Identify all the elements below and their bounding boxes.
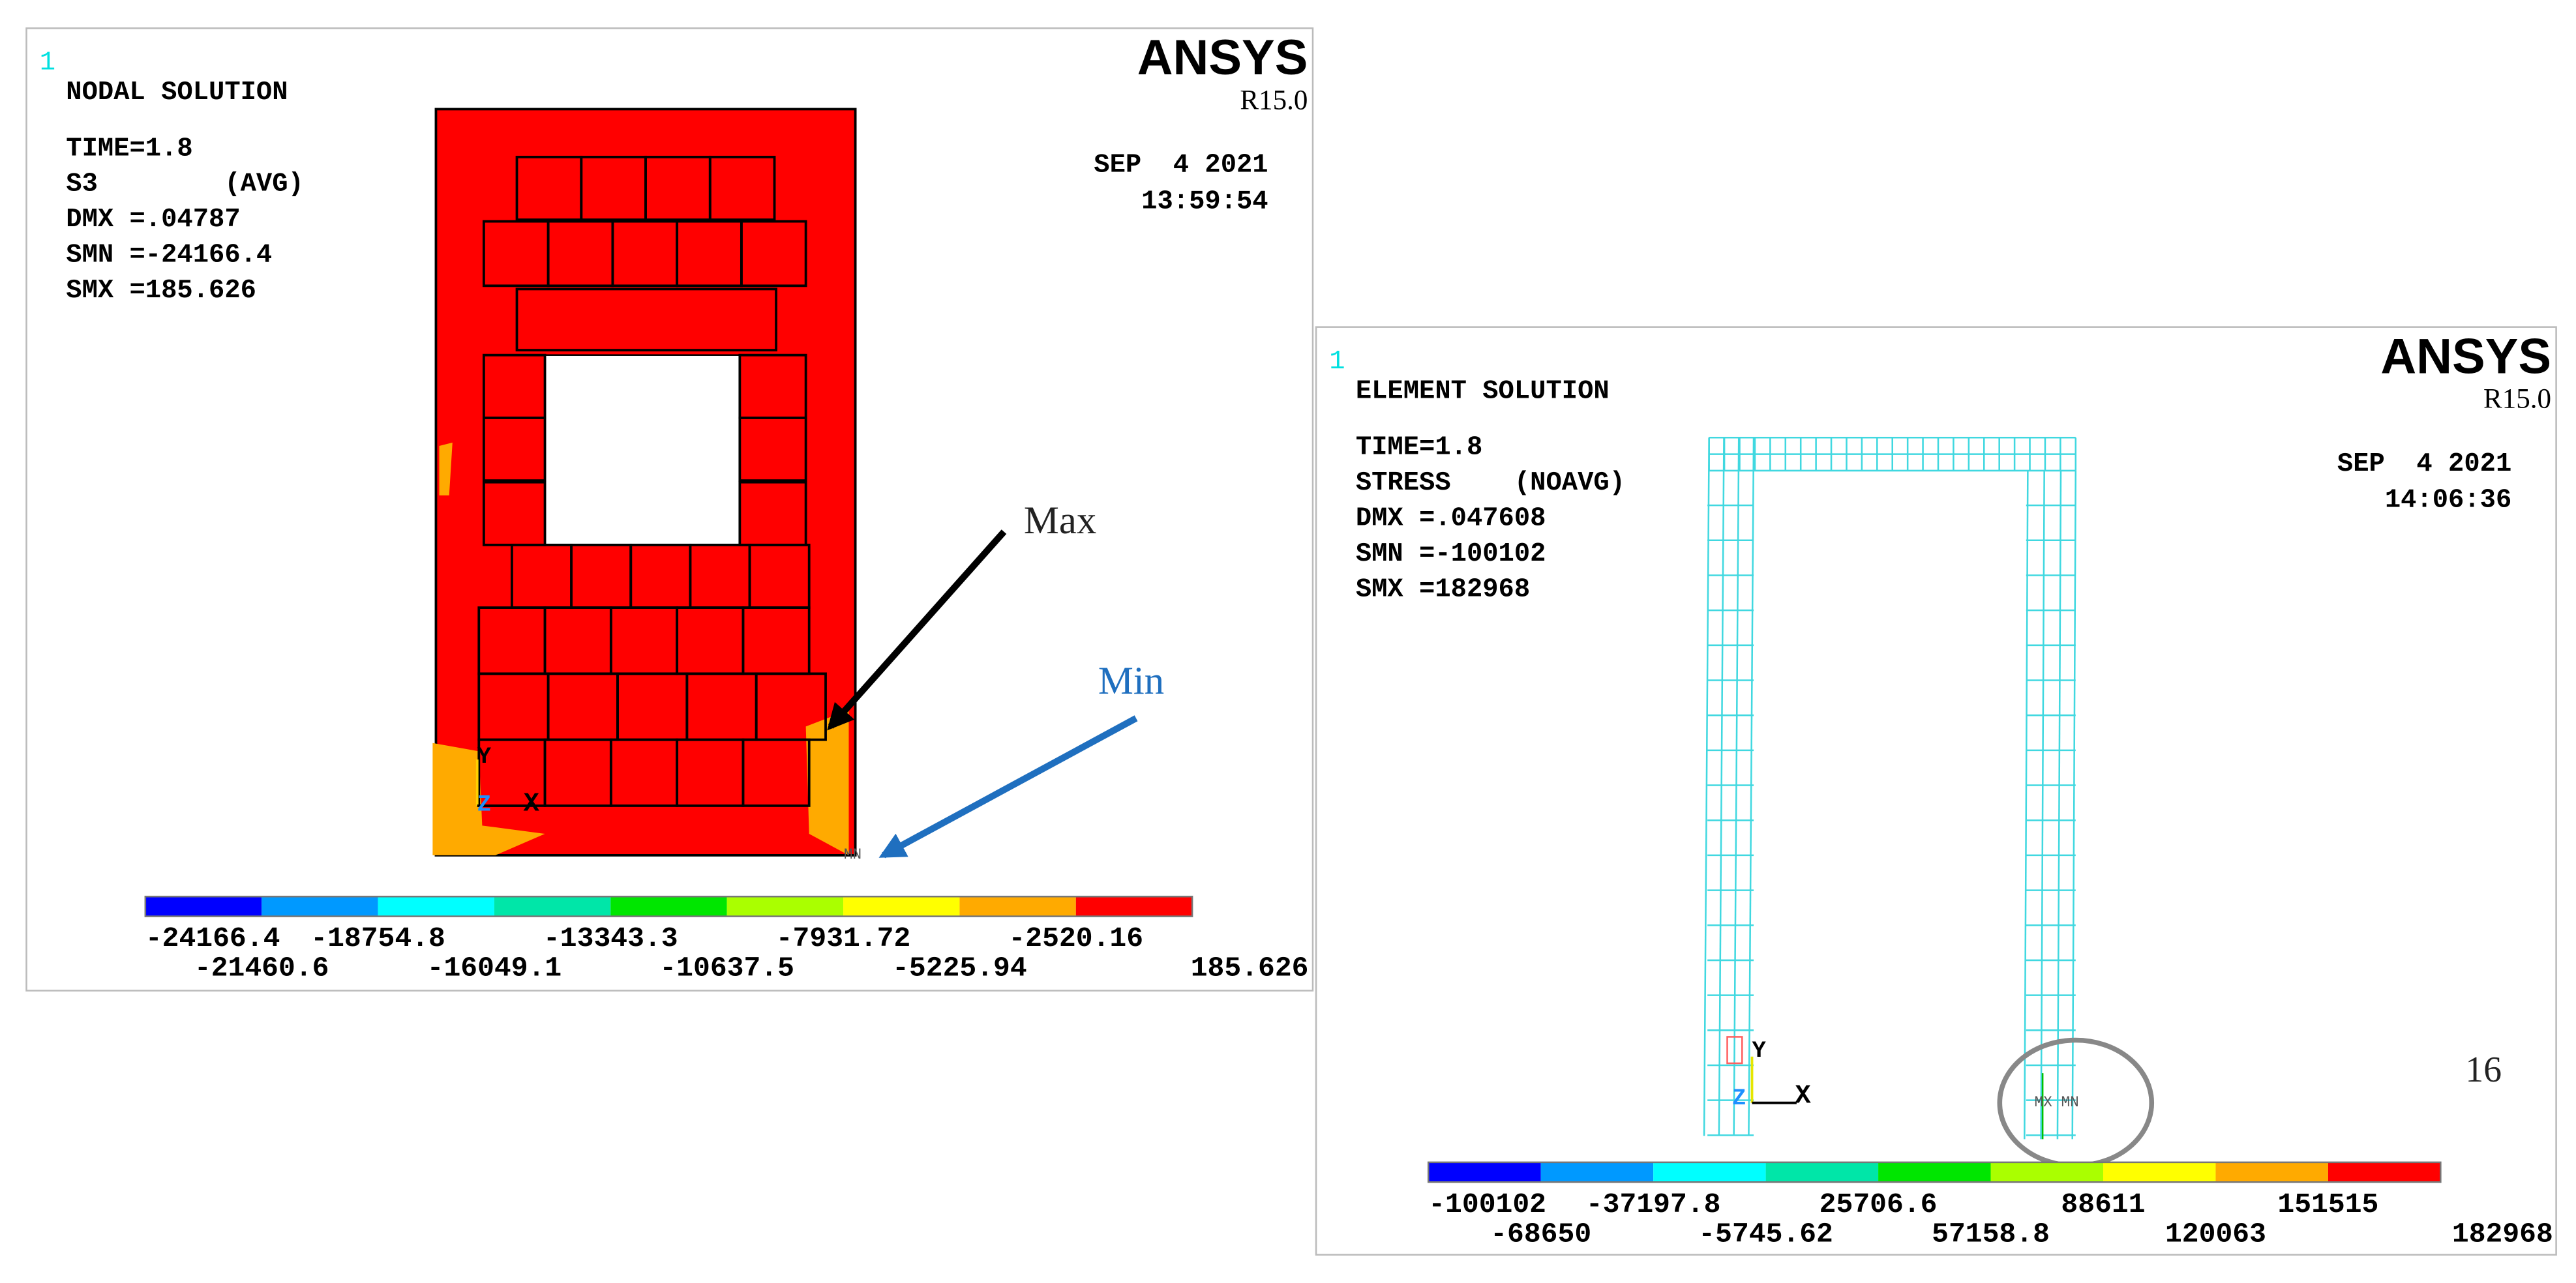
legend-frame bbox=[1427, 1161, 2442, 1183]
mesh-line bbox=[2024, 470, 2029, 1140]
text: STRESS (NOAVG) bbox=[1356, 468, 1625, 498]
stress-patch bbox=[439, 442, 453, 495]
legend-swatch bbox=[1653, 1162, 1766, 1183]
legend-swatch bbox=[2328, 1162, 2441, 1183]
legend-frame bbox=[144, 895, 1193, 917]
text: X bbox=[524, 789, 540, 819]
text: -5745.62 bbox=[1698, 1218, 1833, 1250]
text: SMX =185.626 bbox=[66, 276, 256, 306]
text: ELEMENT SOLUTION bbox=[1356, 377, 1610, 407]
legend-swatch bbox=[1075, 896, 1193, 917]
text: -5225.94 bbox=[892, 952, 1027, 984]
mesh-line bbox=[2071, 470, 2077, 1140]
text: TIME=1.8 bbox=[66, 134, 192, 164]
text: 185.626 bbox=[1191, 952, 1309, 984]
text: Z bbox=[1732, 1085, 1746, 1112]
text: -18754.8 bbox=[310, 922, 445, 954]
annotation-arrow bbox=[827, 529, 1007, 731]
text: SMX =182968 bbox=[1356, 574, 1530, 604]
mesh-line bbox=[2040, 470, 2045, 1140]
mesh-line bbox=[1718, 437, 1725, 1136]
legend-swatch bbox=[2103, 1162, 2216, 1183]
text: TIME=1.8 bbox=[1356, 433, 1482, 463]
text: -24166.4 bbox=[145, 922, 280, 954]
text: DMX =.047608 bbox=[1356, 503, 1546, 533]
annotation: Min bbox=[1098, 659, 1164, 703]
text: 57158.8 bbox=[1932, 1218, 2050, 1250]
mesh-line bbox=[1703, 437, 1710, 1136]
legend-swatch bbox=[843, 896, 960, 917]
brick bbox=[738, 417, 807, 482]
text: 151515 bbox=[2277, 1188, 2378, 1220]
text: Z bbox=[477, 791, 491, 818]
legend-swatch bbox=[494, 896, 611, 917]
text: -37197.8 bbox=[1586, 1188, 1721, 1220]
text: -2520.16 bbox=[1008, 922, 1143, 954]
version: R15.0 bbox=[1240, 85, 1308, 115]
text: SMN =-100102 bbox=[1356, 539, 1546, 569]
brick bbox=[482, 417, 547, 482]
text: NODAL SOLUTION bbox=[66, 78, 288, 108]
annotation-arrow bbox=[878, 715, 1138, 859]
text: 1 bbox=[1329, 347, 1345, 377]
mesh-line bbox=[1733, 437, 1740, 1136]
legend-swatch bbox=[1540, 1162, 1654, 1183]
text: -21460.6 bbox=[194, 952, 329, 984]
legend-swatch bbox=[378, 896, 494, 917]
legend-swatch bbox=[262, 896, 378, 917]
stress-patch bbox=[805, 710, 849, 855]
mesh-line bbox=[2056, 470, 2062, 1140]
version: R15.0 bbox=[2483, 384, 2551, 415]
legend-swatch bbox=[2215, 1162, 2328, 1183]
legend-swatch bbox=[610, 896, 727, 917]
text: 182968 bbox=[2452, 1218, 2553, 1250]
brand: ANSYS bbox=[2380, 329, 2551, 385]
mesh-line bbox=[1748, 437, 1755, 1136]
opening bbox=[544, 354, 741, 546]
panel-frame bbox=[25, 27, 1314, 992]
text: -7931.72 bbox=[776, 922, 911, 954]
text: -16049.1 bbox=[427, 952, 562, 984]
legend-swatch bbox=[1765, 1162, 1879, 1183]
brick bbox=[741, 738, 811, 807]
brand: ANSYS bbox=[1137, 30, 1308, 85]
mesh-detail bbox=[1726, 1036, 1743, 1065]
text: -13343.3 bbox=[543, 922, 678, 954]
legend-swatch bbox=[1990, 1162, 2103, 1183]
brick bbox=[515, 288, 777, 351]
brick bbox=[708, 155, 776, 221]
legend-swatch bbox=[1878, 1162, 1991, 1183]
text: X bbox=[1795, 1082, 1811, 1112]
text: 88611 bbox=[2061, 1188, 2145, 1220]
text: -10637.5 bbox=[659, 952, 794, 984]
panel-frame bbox=[1315, 326, 2557, 1256]
text: DMX =.04787 bbox=[66, 205, 240, 235]
text: MN bbox=[844, 846, 861, 863]
text: S3 (AVG) bbox=[66, 170, 304, 199]
legend-swatch bbox=[959, 896, 1076, 917]
text: SMN =-24166.4 bbox=[66, 241, 272, 271]
legend-swatch bbox=[726, 896, 844, 917]
brick bbox=[740, 220, 807, 288]
text: 25706.6 bbox=[1820, 1188, 1938, 1220]
stress-patch bbox=[432, 743, 545, 855]
legend-swatch bbox=[1428, 1162, 1541, 1183]
text: SEP 4 2021 bbox=[2337, 449, 2511, 479]
text: 13:59:54 bbox=[1141, 186, 1268, 216]
page-number: 16 bbox=[2465, 1050, 2502, 1090]
text: SEP 4 2021 bbox=[1094, 151, 1268, 181]
text: Y bbox=[477, 743, 492, 770]
text: 1 bbox=[40, 48, 55, 78]
text: MX MN bbox=[2034, 1094, 2078, 1111]
text: 120063 bbox=[2165, 1218, 2266, 1250]
text: -68650 bbox=[1490, 1218, 1591, 1250]
annotation: Max bbox=[1024, 499, 1096, 542]
text: -100102 bbox=[1428, 1188, 1546, 1220]
text: Y bbox=[1752, 1037, 1767, 1064]
text: 14:06:36 bbox=[2385, 486, 2511, 516]
legend-swatch bbox=[145, 896, 262, 917]
